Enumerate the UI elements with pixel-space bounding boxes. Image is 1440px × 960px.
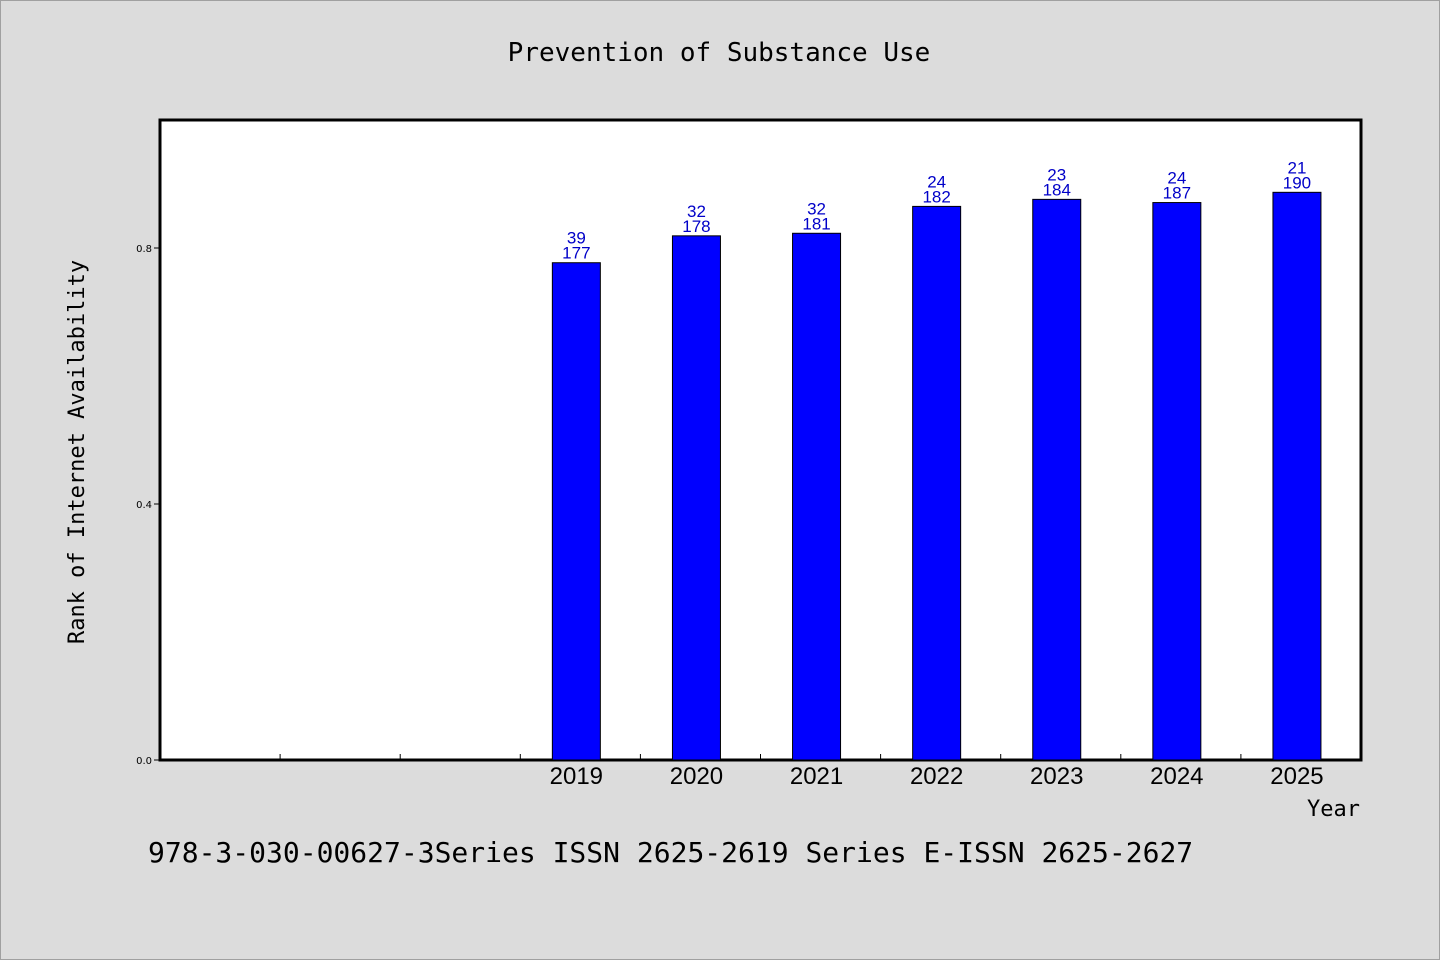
bar-label-bottom: 190 [1283,173,1311,192]
bar-label-top: 32 [807,199,826,218]
y-axis-label: Rank of Internet Availability [65,260,90,644]
x-tick-label: 2025 [1270,763,1323,790]
bar [1032,198,1082,761]
x-tick-label: 2020 [670,763,723,790]
bar-label-bottom: 184 [1043,180,1071,199]
bar-label-top: 39 [567,229,586,248]
bar-label-bottom: 182 [922,187,950,206]
bar [551,262,601,761]
x-tick-label: 2019 [550,763,603,790]
y-tick-label: 0.0 [136,756,152,767]
bar [912,205,962,761]
bar-label-top: 24 [1167,169,1186,188]
x-tick-label: 2022 [910,763,963,790]
x-tick-label: 2023 [1030,763,1083,790]
chart-title: Prevention of Substance Use [508,38,931,68]
y-tick-label: 0.8 [136,244,152,255]
bar [1152,202,1202,761]
bar-label-top: 23 [1047,165,1066,184]
x-axis-label: Year [1307,797,1360,822]
x-tick-label: 2021 [790,763,843,790]
y-tick-label: 0.4 [136,500,152,511]
x-tick-label: 2024 [1150,763,1203,790]
bar-label-bottom: 187 [1163,184,1191,203]
bar [1272,191,1322,761]
bar-label-top: 24 [927,172,946,191]
bar-label-bottom: 178 [682,217,710,236]
bar [792,232,842,761]
footer-text: 978-3-030-00627-3Series ISSN 2625-2619 S… [148,836,1193,869]
bar-label-top: 21 [1287,158,1306,177]
bar-label-bottom: 177 [562,244,590,263]
bar-label-top: 32 [687,202,706,221]
bar-label-bottom: 181 [802,214,830,233]
bar [671,235,721,761]
